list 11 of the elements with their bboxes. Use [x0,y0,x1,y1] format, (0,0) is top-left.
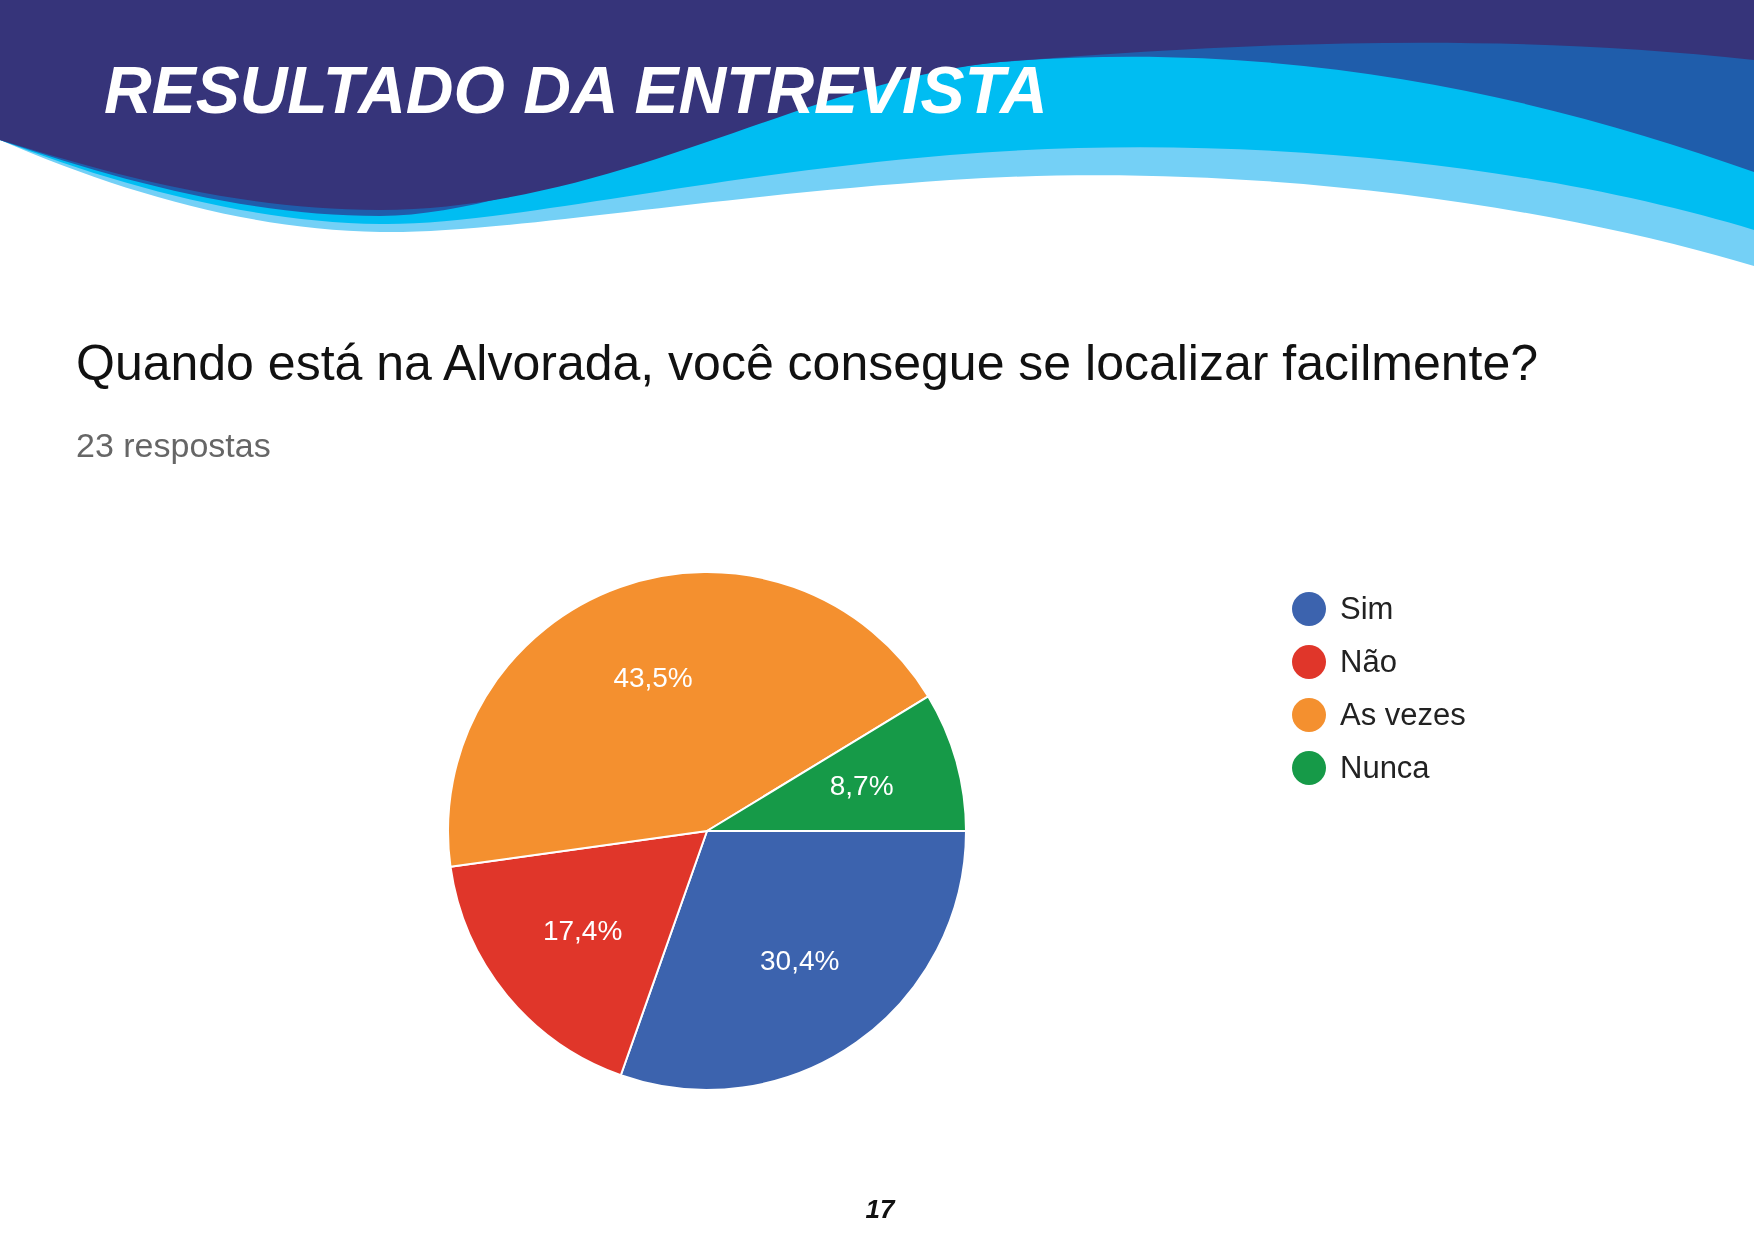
text: 23 respostas [76,426,271,465]
legend-label: Sim [1340,590,1394,627]
text: 17 [864,1194,897,1225]
data-label: 43,5% [613,662,693,694]
legend-label: Nunca [1340,749,1430,786]
legend-label: As vezes [1340,696,1466,733]
legend-label: Não [1340,643,1397,680]
data-label: 30,4% [760,944,840,976]
data-label: 8,7% [829,770,894,802]
chart-title: Quando está na Alvorada, você consegue se localizar facilmente? [76,334,1539,392]
data-label: 17,4% [542,915,623,947]
